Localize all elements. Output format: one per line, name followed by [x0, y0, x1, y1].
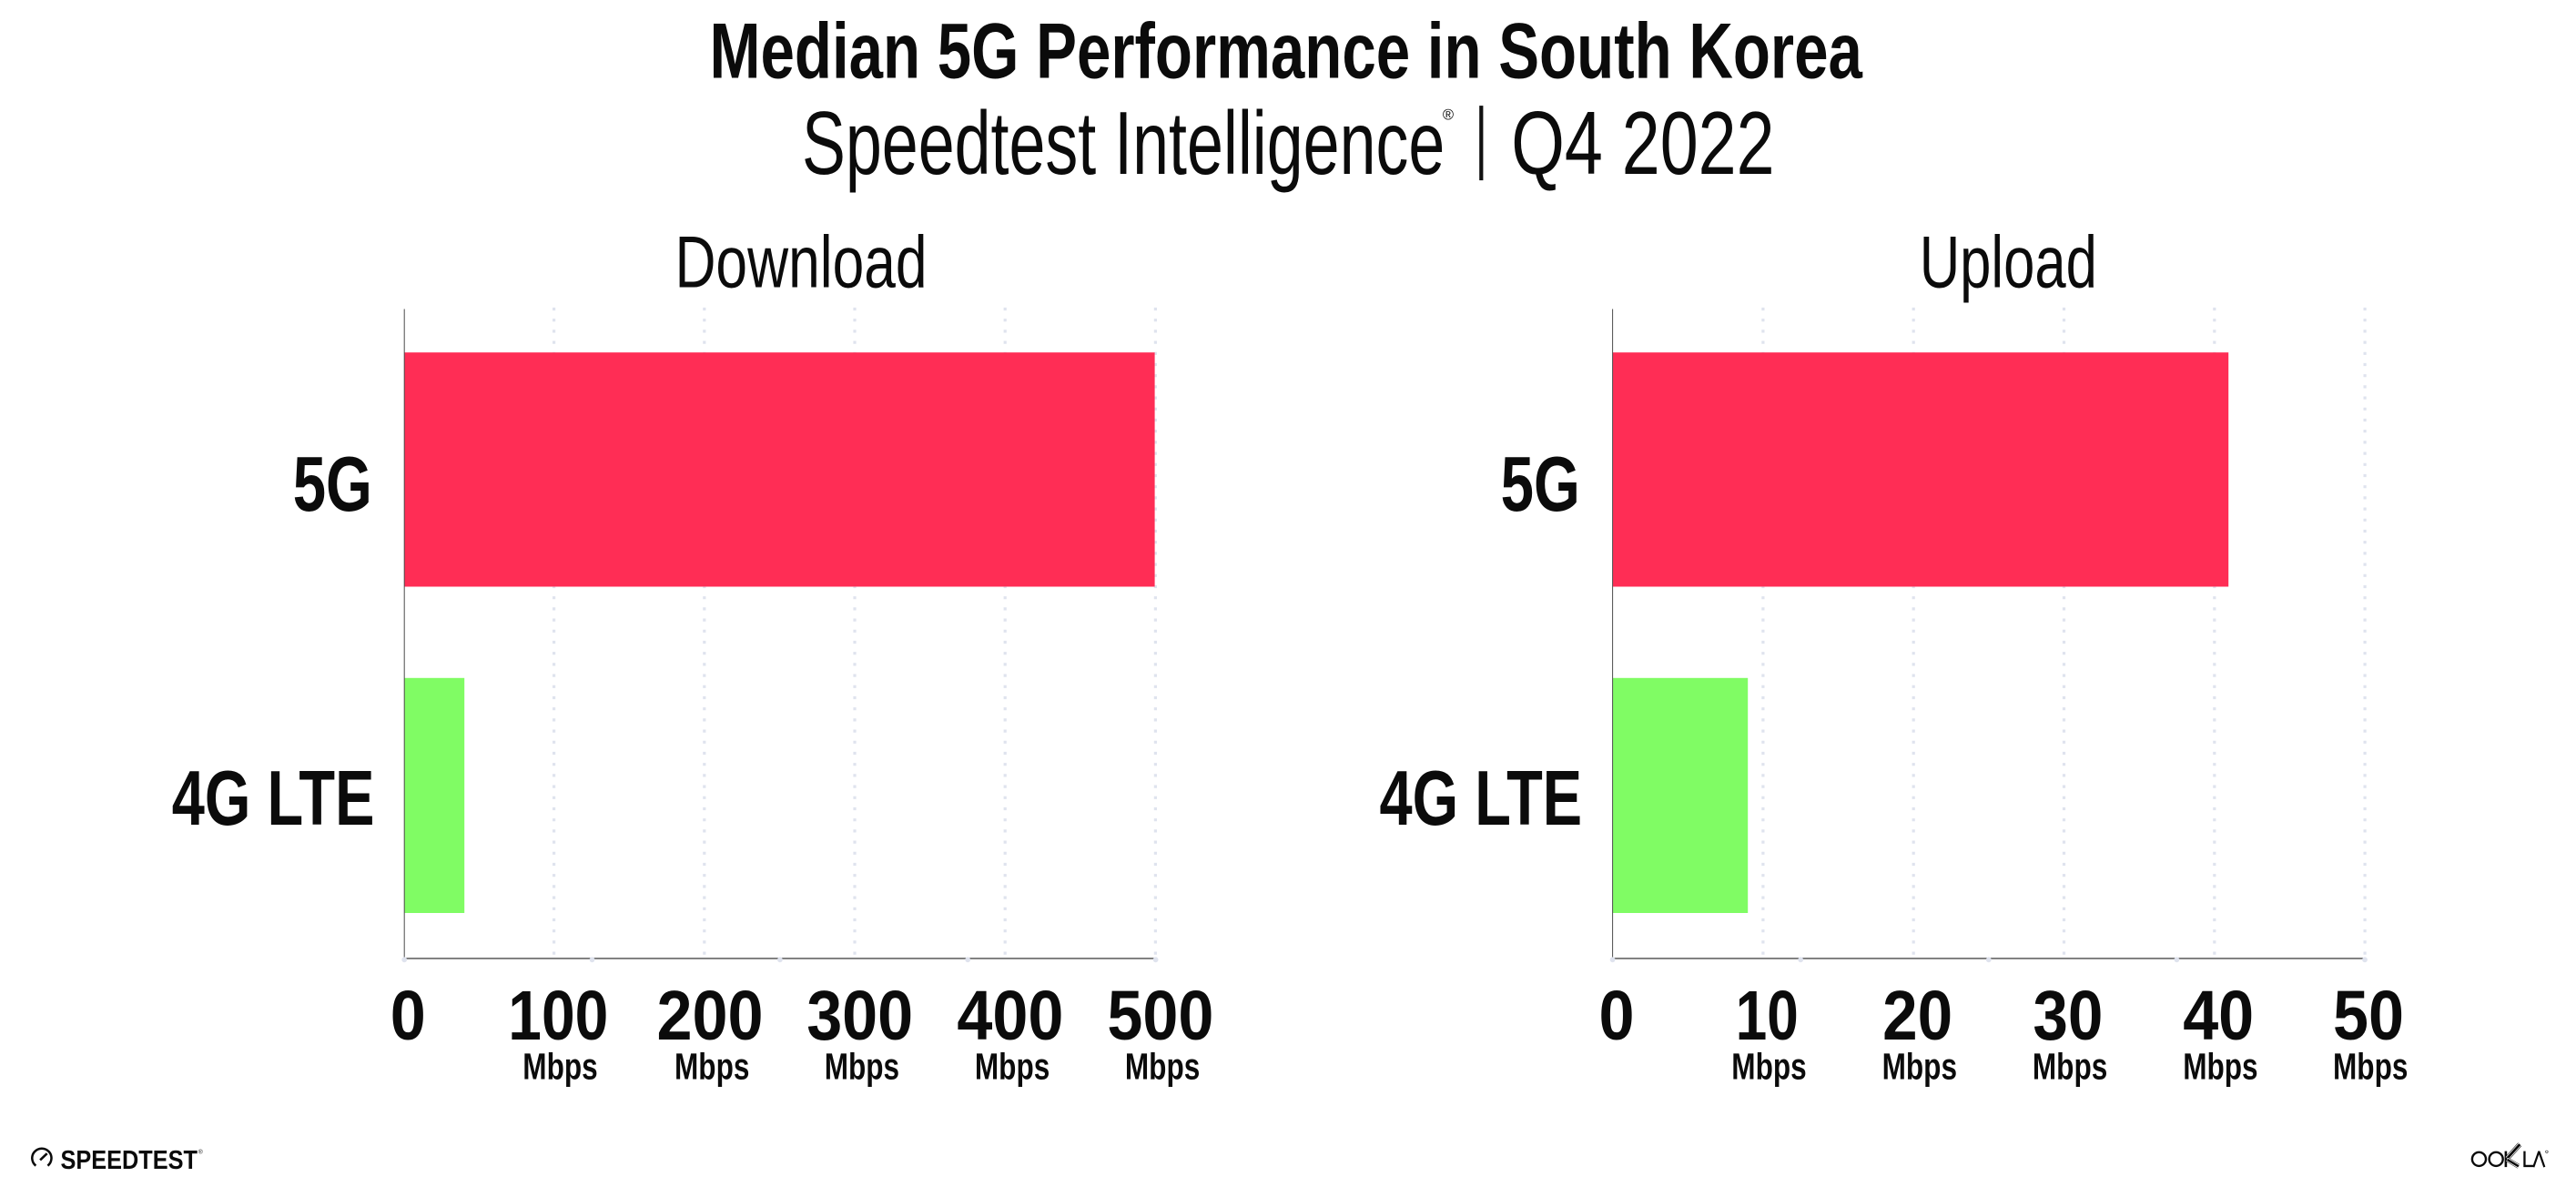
- svg-text:300: 300: [806, 977, 913, 1055]
- svg-text:20: 20: [1882, 977, 1952, 1055]
- svg-text:Mbps: Mbps: [522, 1045, 597, 1087]
- svg-text:10: 10: [1736, 977, 1799, 1055]
- svg-text:Mbps: Mbps: [2183, 1045, 2257, 1087]
- svg-text:Mbps: Mbps: [2333, 1045, 2408, 1087]
- svg-text:Q4 2022: Q4 2022: [1511, 93, 1774, 193]
- svg-text:Mbps: Mbps: [1731, 1045, 1806, 1087]
- svg-text:Mbps: Mbps: [1882, 1045, 1957, 1087]
- svg-text:Mbps: Mbps: [1125, 1045, 1200, 1087]
- svg-text:200: 200: [657, 977, 764, 1055]
- svg-text:0: 0: [390, 977, 426, 1055]
- svg-text:0: 0: [1599, 977, 1635, 1055]
- svg-text:Mbps: Mbps: [674, 1045, 749, 1087]
- svg-text:SPEEDTEST: SPEEDTEST: [61, 1146, 198, 1175]
- svg-text:50: 50: [2333, 977, 2404, 1055]
- svg-text:Median 5G Performance in South: Median 5G Performance in South Korea: [709, 8, 1862, 96]
- svg-text:Mbps: Mbps: [2033, 1045, 2107, 1087]
- svg-text:Speedtest Intelligence: Speedtest Intelligence: [802, 93, 1445, 193]
- svg-text:Upload: Upload: [1920, 222, 2097, 304]
- svg-text:Mbps: Mbps: [975, 1045, 1050, 1087]
- svg-text:5G: 5G: [1501, 441, 1580, 528]
- svg-text:40: 40: [2183, 977, 2254, 1055]
- svg-text:500: 500: [1107, 977, 1213, 1055]
- svg-text:®: ®: [1443, 107, 1454, 124]
- svg-text:30: 30: [2033, 977, 2103, 1055]
- svg-text:4G LTE: 4G LTE: [172, 756, 375, 842]
- svg-text:Download: Download: [674, 222, 927, 304]
- svg-text:®: ®: [198, 1149, 203, 1156]
- svg-text:400: 400: [957, 977, 1063, 1055]
- svg-text:100: 100: [508, 977, 608, 1055]
- svg-text:Mbps: Mbps: [825, 1045, 899, 1087]
- svg-text:4G LTE: 4G LTE: [1380, 756, 1583, 842]
- svg-text:5G: 5G: [293, 441, 372, 528]
